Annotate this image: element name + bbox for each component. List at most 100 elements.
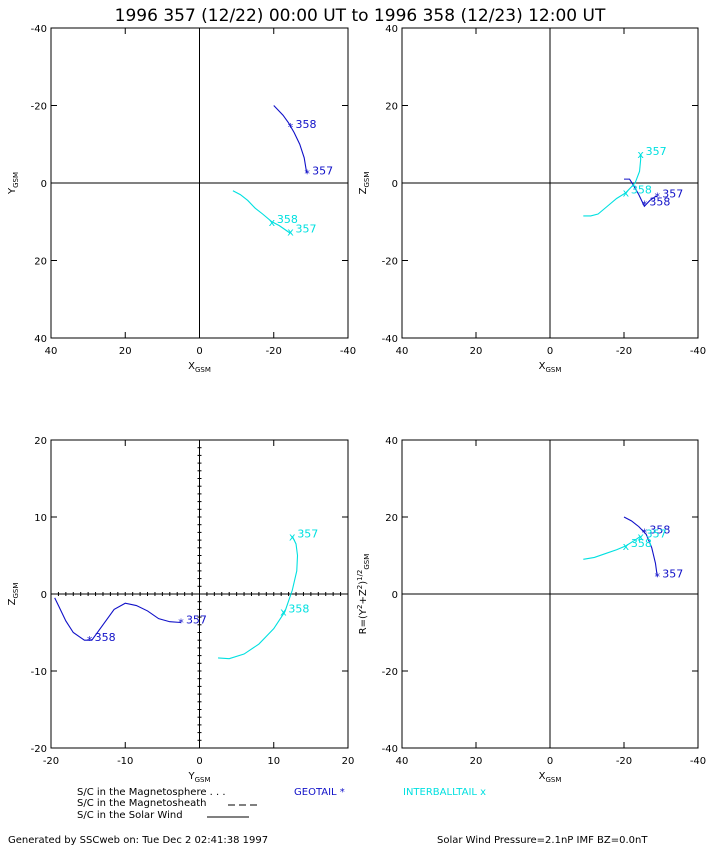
interballtail-orbit-line — [232, 190, 291, 234]
y-tick-label: -20 — [382, 667, 398, 678]
x-axis-label: XGSM — [539, 361, 562, 374]
x-tick-label: 0 — [547, 346, 553, 357]
orbit-point-marker: * — [642, 526, 648, 539]
y-tick-label: 10 — [34, 513, 47, 524]
day-label: 358 — [288, 603, 309, 616]
orbit-point-marker: x — [637, 530, 644, 543]
orbit-point-marker: x — [269, 216, 276, 229]
legend-magnetosheath: S/C in the Magnetosheath — [77, 798, 206, 809]
legend-geotail: GEOTAIL * — [294, 787, 345, 798]
y-tick-label: -20 — [382, 257, 398, 268]
y-tick-label: 20 — [385, 513, 398, 524]
orbit-point-marker: * — [288, 121, 294, 134]
y-axis-label: R=(Y2+Z2)1/2GSM — [356, 554, 371, 635]
x-tick-label: -40 — [690, 346, 706, 357]
orbit-point-marker: x — [623, 540, 630, 553]
orbit-point-marker: x — [623, 187, 630, 200]
x-tick-label: 0 — [547, 756, 553, 767]
orbit-point-marker: x — [637, 148, 644, 161]
geotail-orbit-line — [624, 178, 658, 208]
x-tick-label: -40 — [340, 346, 356, 357]
x-axis-label: YGSM — [187, 771, 210, 784]
x-tick-label: 20 — [342, 756, 355, 767]
geotail-orbit-line — [54, 597, 181, 641]
x-axis-label: XGSM — [188, 361, 211, 374]
orbit-point-marker: x — [287, 225, 294, 238]
y-tick-label: -40 — [382, 334, 398, 345]
y-axis-label-superscript: 1/2 — [356, 570, 364, 581]
y-tick-label: 40 — [385, 436, 398, 447]
solar-wind-footer: Solar Wind Pressure=2.1nP IMF BZ=0.0nT — [437, 835, 648, 846]
orbit-point-marker: * — [655, 571, 661, 584]
y-axis-label-subscript: GSM — [12, 583, 20, 599]
x-axis-label: XGSM — [539, 771, 562, 784]
page-title: 1996 357 (12/22) 00:00 UT to 1996 358 (1… — [115, 6, 606, 26]
x-tick-label: 40 — [396, 756, 409, 767]
x-tick-label: 20 — [119, 346, 132, 357]
interballtail-orbit-line — [218, 536, 299, 660]
y-tick-label: -20 — [31, 102, 47, 113]
day-label: 358 — [295, 118, 316, 131]
day-label: 358 — [631, 184, 652, 197]
orbit-point-marker: x — [280, 606, 287, 619]
day-label: 357 — [646, 527, 667, 540]
dotted-grid — [50, 439, 349, 749]
y-tick-label: -40 — [382, 744, 398, 755]
generated-footer: Generated by SSCweb on: Tue Dec 2 02:41:… — [8, 835, 268, 846]
x-tick-label: 0 — [196, 346, 202, 357]
y-tick-label: 0 — [392, 179, 398, 190]
orbit-point-marker: * — [655, 191, 661, 204]
y-tick-label: 40 — [34, 334, 47, 345]
orbit-point-marker: x — [289, 530, 296, 543]
y-tick-label: -10 — [31, 667, 47, 678]
day-label: 358 — [649, 523, 670, 536]
y-axis-label-superscript: 2 — [356, 604, 364, 608]
day-label: 357 — [186, 613, 207, 626]
orbit-point-marker: * — [87, 634, 93, 647]
day-label: 357 — [312, 164, 333, 177]
y-tick-label: 20 — [34, 436, 47, 447]
y-tick-label: 20 — [385, 102, 398, 113]
y-axis-label: ZGSM — [358, 172, 371, 195]
day-label: 357 — [662, 568, 683, 581]
x-axis-label-subscript: GSM — [545, 366, 561, 374]
day-label: 358 — [95, 631, 116, 644]
legend: S/C in the Magnetosphere . . . S/C in th… — [77, 787, 486, 821]
x-tick-label: -20 — [616, 756, 632, 767]
x-tick-label: -20 — [616, 346, 632, 357]
y-tick-label: 20 — [34, 257, 47, 268]
y-axis-label-subscript: GSM — [363, 172, 371, 188]
y-tick-label: 0 — [41, 179, 47, 190]
y-axis-label-part: ) — [358, 581, 369, 585]
y-tick-label: -40 — [31, 24, 47, 35]
y-tick-label: 0 — [392, 590, 398, 601]
x-axis-label-subscript: GSM — [545, 776, 561, 784]
day-label: 357 — [662, 188, 683, 201]
x-tick-label: 40 — [396, 346, 409, 357]
y-tick-label: 40 — [385, 24, 398, 35]
y-tick-label: 0 — [41, 590, 47, 601]
x-tick-label: 20 — [470, 756, 483, 767]
legend-interballtail: INTERBALLTAIL x — [403, 787, 486, 798]
x-tick-label: -40 — [690, 756, 706, 767]
x-tick-label: 10 — [267, 756, 280, 767]
chart-panel-4: 40 20 0 -20 -4040200-20-40XGSMR=(Y2+Z2)1/2GS… — [356, 436, 706, 784]
y-axis-label: ZGSM — [7, 583, 20, 606]
orbit-point-marker: * — [642, 198, 648, 211]
day-label: 358 — [631, 537, 652, 550]
legend-solar-wind: S/C in the Solar Wind — [77, 810, 183, 821]
geotail-orbit-line — [623, 516, 658, 577]
y-tick-label: -20 — [31, 744, 47, 755]
day-label: 357 — [295, 222, 316, 235]
x-tick-label: 40 — [45, 346, 58, 357]
y-axis-label: YGSM — [7, 172, 20, 195]
y-axis-label-superscript: 2 — [356, 585, 364, 589]
x-axis-label-subscript: GSM — [195, 776, 211, 784]
y-axis-label-part: +Z — [358, 589, 369, 604]
x-tick-label: -20 — [43, 756, 59, 767]
day-label: 357 — [646, 145, 667, 158]
x-tick-label: 0 — [196, 756, 202, 767]
